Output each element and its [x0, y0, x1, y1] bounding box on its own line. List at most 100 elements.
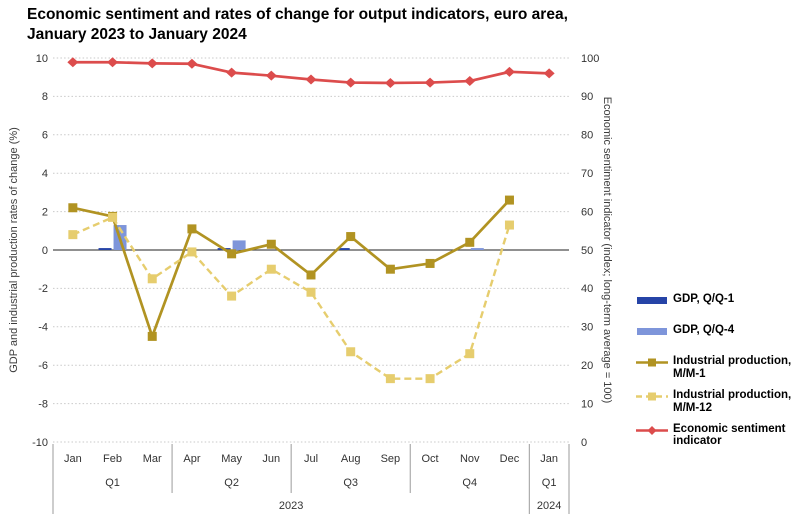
quarter-label: Q2 — [224, 477, 239, 489]
right-axis-tick: 80 — [581, 130, 593, 142]
marker-square — [346, 232, 356, 242]
left-axis-tick: 0 — [42, 245, 48, 257]
marker-diamond — [265, 70, 277, 81]
left-axis-tick: 10 — [36, 53, 48, 65]
quarter-label: Q4 — [462, 477, 477, 489]
legend-label-gdp-q-q-4: GDP, Q/Q-4 — [673, 324, 735, 336]
legend-swatch-industrial-production-m-m-12 — [636, 392, 668, 401]
legend-item-economic-sentiment-indicator: Economic sentiment indicator — [636, 423, 803, 449]
right-axis-tick: 0 — [581, 437, 587, 449]
legend-label-industrial-production-m-m-1: Industrial production, M/M-1 — [673, 355, 792, 380]
marker-diamond — [543, 68, 555, 79]
marker-square — [504, 195, 514, 205]
marker-diamond — [384, 77, 396, 88]
series-economic-sentiment-indicator — [67, 57, 555, 88]
marker-square — [266, 239, 276, 249]
right-axis-tick: 50 — [581, 245, 593, 257]
left-axis-tick: -2 — [38, 283, 48, 295]
chart-title: Economic sentiment and rates of change f… — [27, 6, 568, 43]
left-axis-tick: 4 — [42, 168, 48, 180]
marker-square — [465, 349, 475, 359]
right-axis-tick: 100 — [581, 53, 599, 65]
marker-diamond — [226, 67, 238, 78]
month-label: Aug — [341, 453, 361, 465]
month-label: Jan — [540, 453, 558, 465]
marker-square — [68, 230, 78, 240]
month-label: Feb — [103, 453, 122, 465]
marker-diamond — [146, 58, 158, 69]
marker-square — [227, 249, 237, 259]
month-label: Jan — [64, 453, 82, 465]
marker-diamond — [107, 57, 119, 68]
marker-square — [425, 374, 435, 384]
marker-square — [227, 291, 237, 301]
marker-square — [147, 331, 157, 341]
left-axis-tick: -4 — [38, 322, 48, 334]
gdp-qq4-bar — [232, 240, 246, 250]
legend-label-gdp-q-q-1: GDP, Q/Q-1 — [673, 293, 735, 305]
month-label: May — [221, 453, 242, 465]
marker-square — [306, 287, 316, 297]
month-label: Jun — [262, 453, 280, 465]
month-label: Mar — [143, 453, 162, 465]
legend-marker-square — [648, 358, 656, 367]
left-axis-tick: -6 — [38, 360, 48, 372]
quarter-label: Q3 — [343, 477, 358, 489]
marker-diamond — [503, 66, 515, 77]
marker-diamond — [186, 58, 198, 69]
marker-square — [385, 374, 395, 384]
left-axis-title: GDP and industrial production rates of c… — [8, 127, 20, 373]
right-axis-tick: 40 — [581, 283, 593, 295]
left-axis-tick: -10 — [32, 437, 48, 449]
marker-square — [385, 264, 395, 274]
left-axis-tick: 8 — [42, 91, 48, 103]
year-label: 2023 — [279, 500, 303, 512]
legend-item-industrial-production-m-m-1: Industrial production, M/M-1 — [636, 355, 803, 381]
quarter-label: Q1 — [105, 477, 120, 489]
legend-swatch-economic-sentiment-indicator — [636, 425, 668, 435]
left-axis-tick: -8 — [38, 398, 48, 410]
marker-square — [465, 237, 475, 247]
legend-label-industrial-production-m-m-12: Industrial production, M/M-12 — [673, 388, 792, 414]
year-label: 2024 — [537, 500, 561, 512]
marker-square — [266, 264, 276, 274]
legend-bar-swatch — [637, 297, 667, 304]
right-axis-tick: 90 — [581, 91, 593, 103]
marker-diamond — [67, 57, 79, 68]
legend: GDP, Q/Q-1 GDP, Q/Q-4 Industrial productio… — [636, 293, 803, 456]
legend-item-gdp-q-q-1: GDP, Q/Q-1 — [636, 293, 803, 307]
marker-square — [306, 270, 316, 280]
marker-square — [68, 203, 78, 213]
line-industrial-production-m-m-1 — [72, 199, 511, 338]
legend-swatch-gdp-q-q-1 — [637, 297, 667, 304]
right-axis-tick: 20 — [581, 360, 593, 372]
month-label: Nov — [460, 453, 480, 465]
month-label: Apr — [183, 453, 200, 465]
marker-square — [147, 274, 157, 284]
chart: 1086420-2-4-6-8-101009080706050403020100… — [8, 53, 613, 514]
line-industrial-production-m-m-12 — [72, 216, 511, 380]
right-axis-title: Economic sentiment indicator (index; lon… — [601, 97, 613, 404]
right-axis-tick: 60 — [581, 206, 593, 218]
month-label: Oct — [422, 453, 439, 465]
marker-square — [108, 212, 118, 222]
gdp-qq4-bar — [470, 248, 484, 250]
month-label: Sep — [381, 453, 401, 465]
marker-diamond — [305, 74, 317, 85]
month-label: Dec — [500, 453, 520, 465]
legend-bar-swatch — [637, 328, 667, 335]
series-industrial-production-m-m-12 — [68, 212, 514, 384]
marker-square — [187, 224, 197, 234]
left-axis-tick: 2 — [42, 206, 48, 218]
legend-swatch-industrial-production-m-m-1 — [636, 358, 668, 367]
month-label: Jul — [304, 453, 318, 465]
marker-diamond — [345, 77, 357, 88]
legend-marker-diamond — [647, 425, 657, 435]
right-axis-tick: 30 — [581, 322, 593, 334]
series-industrial-production-m-m-1 — [68, 195, 514, 341]
legend-item-gdp-q-q-4: GDP, Q/Q-4 — [636, 324, 803, 338]
right-axis-tick: 10 — [581, 398, 593, 410]
gdp-bars — [98, 225, 484, 250]
